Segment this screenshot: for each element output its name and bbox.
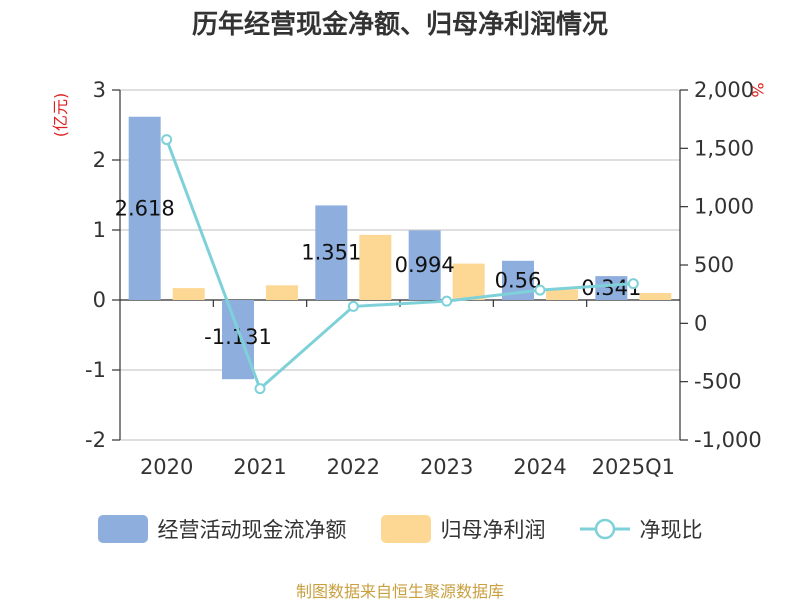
chart-title: 历年经营现金净额、归母净利润情况: [191, 10, 608, 40]
cashflow-bar: [408, 230, 441, 300]
ratio-point: [627, 278, 639, 290]
right-tick-label: 1,500: [694, 136, 754, 160]
x-tick-label: 2023: [420, 455, 473, 479]
left-tick-label: 1: [93, 218, 106, 242]
axes: 3 2 1 0 -1 -2 2,000 1,500 1,000 500 0 -500 -1,000 202…: [85, 78, 762, 479]
right-tick-label: 0: [694, 311, 707, 335]
cashflow-value-label: 0.994: [395, 253, 455, 277]
left-tick-label: 2: [93, 148, 106, 172]
right-tick-label: 1,000: [694, 195, 754, 219]
ratio-point: [441, 295, 453, 307]
net-profit-bar: [452, 263, 485, 300]
ratio-line-path: [165, 139, 634, 392]
cashflow-bar: [595, 276, 628, 300]
legend: 经营活动现金流净额 归母净利润 净现比: [0, 514, 800, 544]
cashflow-value-label: 0.56: [495, 268, 542, 292]
net-profit-bar: [546, 289, 578, 300]
cashflow-value-label: 1.351: [301, 241, 361, 265]
x-tick-label: 2020: [140, 455, 193, 479]
legend-swatch-net-profit: [380, 515, 431, 543]
left-tick-label: -2: [85, 428, 106, 452]
left-axis-unit: (亿元): [51, 93, 70, 138]
left-tick-label: -1: [85, 358, 106, 382]
left-tick-label: 0: [93, 288, 106, 312]
x-tick-label: 2022: [327, 455, 380, 479]
x-tick-label: 2021: [233, 455, 286, 479]
ratio-point: [254, 383, 266, 395]
right-tick-label: -500: [694, 370, 742, 394]
ratio-line: [161, 134, 639, 395]
legend-item-cashflow[interactable]: 经营活动现金流净额: [97, 514, 347, 544]
legend-item-ratio[interactable]: 净现比: [579, 514, 703, 544]
net-profit-bar: [266, 285, 298, 300]
ratio-point: [347, 300, 359, 312]
legend-label-net-profit: 归母净利润: [440, 518, 546, 542]
bars: [128, 116, 672, 380]
cashflow-value-label: 2.618: [115, 196, 175, 220]
x-tick-label: 2024: [513, 455, 566, 479]
left-tick-label: 3: [93, 78, 106, 102]
right-axis-unit: %: [748, 82, 767, 97]
source-note: 制图数据来自恒生聚源数据库: [295, 582, 504, 601]
ratio-point: [161, 134, 173, 146]
legend-item-net-profit[interactable]: 归母净利润: [380, 514, 546, 544]
right-tick-label: 500: [694, 253, 734, 277]
legend-swatch-ratio: [579, 518, 630, 540]
legend-label-ratio: 净现比: [639, 518, 703, 542]
x-tick-label: 2025Q1: [592, 455, 675, 479]
right-tick-label: -1,000: [694, 428, 762, 452]
net-profit-bar: [172, 288, 205, 300]
legend-label-cashflow: 经营活动现金流净额: [157, 518, 347, 542]
cashflow-bar: [128, 116, 161, 301]
net-profit-bar: [359, 234, 392, 300]
net-profit-bar: [639, 293, 672, 300]
right-tick-label: 2,000: [694, 78, 754, 102]
ratio-point: [534, 284, 546, 296]
cashflow-bar: [315, 205, 348, 300]
cashflow-bar: [222, 300, 254, 380]
legend-swatch-cashflow: [97, 515, 148, 543]
